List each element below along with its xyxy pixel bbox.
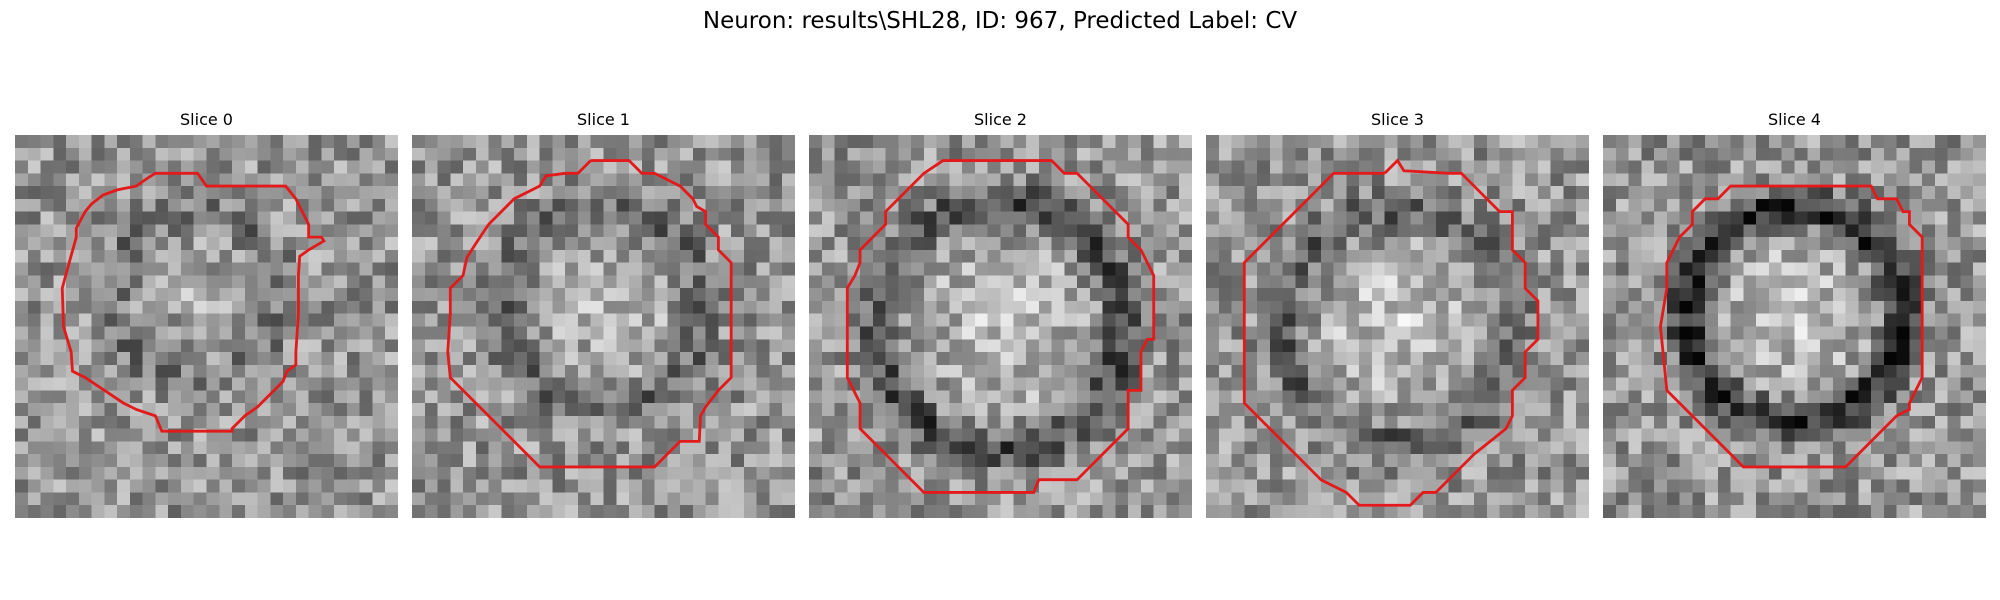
slice-title-0: Slice 0 [180,110,233,129]
slice-image-3 [1206,135,1589,518]
figure-title: Neuron: results\SHL28, ID: 967, Predicte… [702,8,1298,34]
neuron-contour-4 [1659,184,1924,469]
slice-image-1 [412,135,795,518]
neuron-contour-1 [446,159,733,469]
slice-title-3: Slice 3 [1371,110,1424,129]
neuron-contour-3 [1242,158,1540,507]
slice-panel-2: Slice 2 [809,108,1192,518]
slice-image-4 [1603,135,1986,518]
slice-image-2 [809,135,1192,518]
slice-panel-3: Slice 3 [1206,108,1589,518]
slice-title-1: Slice 1 [577,110,630,129]
slice-panel-1: Slice 1 [412,108,795,518]
slice-panel-4: Slice 4 [1603,108,1986,518]
slice-title-4: Slice 4 [1768,110,1821,129]
neuron-contour-0 [60,171,326,433]
slice-title-2: Slice 2 [974,110,1027,129]
slice-panel-0: Slice 0 [15,108,398,518]
neuron-contour-2 [845,159,1156,494]
slice-image-0 [15,135,398,518]
